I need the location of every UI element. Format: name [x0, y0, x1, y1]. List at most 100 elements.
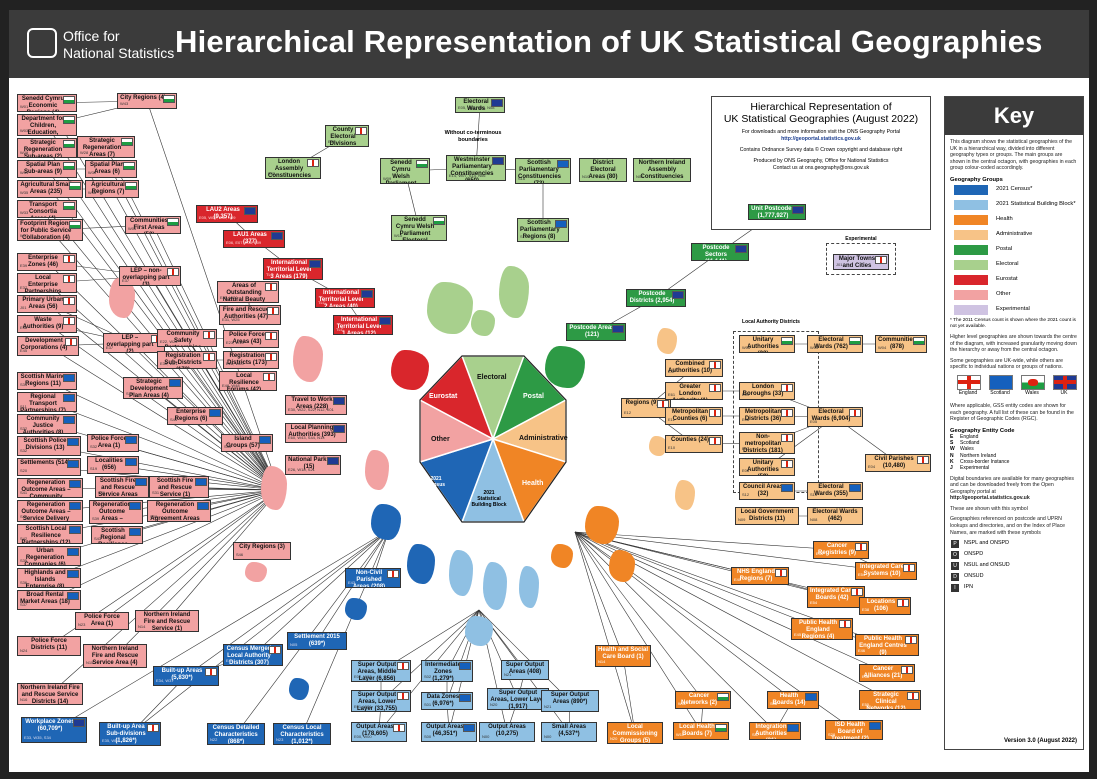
geo-box-cmlad: Census Merged Local Authority Districts … [223, 644, 283, 666]
geo-box-label: Unitary Authorities (22) [747, 337, 779, 352]
geo-box-label: Strategic Development Plan Areas (4) [129, 379, 169, 399]
geo-box-label: Areas of Outstanding Natural Beauty (38) [222, 283, 266, 303]
geo-box-ca-reg: Regions (9) E12 [621, 398, 671, 418]
geo-box-code: S32 [90, 444, 98, 449]
england-flag-icon [781, 384, 793, 392]
england-flag-icon [269, 646, 281, 654]
geo-box-code: W33 [20, 210, 29, 215]
geo-box-label: Small Areas (4,537*) [551, 724, 587, 737]
key-group-label: Eurostat [996, 275, 1018, 282]
key-group-item: Eurostat [954, 273, 1083, 288]
england-flag-icon [267, 307, 279, 315]
geo-box-pcs: Postcode Sectors (11,141) [691, 243, 749, 261]
geo-box-code: TLC [266, 272, 274, 277]
england-flag-icon [203, 353, 215, 361]
logo-line2: National Statistics [63, 45, 175, 61]
key-codes-heading: Geography Entity Code [950, 427, 1015, 434]
scotland-flag-icon [63, 394, 75, 402]
wales-flag-icon [849, 337, 861, 345]
geo-box-code: E37 [122, 278, 130, 283]
geo-box-gla: Greater London Authority (1)E61 [665, 382, 723, 400]
geo-box-label: Local Enterprise Partnerships (38) [24, 275, 62, 293]
geo-box-ced: County Electoral Divisions (1,575)E58 [325, 125, 369, 147]
geo-box-label: Primary Urban Areas (56) [22, 297, 64, 310]
geo-box-label: London Boroughs (33) [742, 384, 784, 397]
geo-box-oa1: Output Areas (178,605) E00, W00 [351, 722, 407, 742]
health-map-1-icon [585, 506, 619, 544]
geo-box-code: E23, W15 [226, 340, 244, 345]
geo-box-ttwa: Travel to Work Areas (228) E30, W22, S22,… [285, 395, 347, 415]
key-group-label: Electoral [996, 260, 1019, 267]
lookup-label: NSUL and ONSUD [964, 562, 1010, 569]
geo-box-label: Fire and Rescue Authorities (47) [222, 307, 270, 320]
england-flag-icon [387, 570, 399, 578]
key-code-item: W Wales [950, 446, 974, 453]
key-code-item: N Northern Ireland [950, 452, 997, 459]
england-flag-icon [957, 374, 981, 390]
geo-box-settle15: Settlement 2015 (639*) N05 [287, 632, 347, 650]
block-map-1-icon [449, 550, 473, 596]
geo-box-label: City Regions (4) [120, 95, 166, 101]
info-copyright: Contains Ordnance Survey data © Crown co… [739, 147, 903, 153]
geo-box-label: Postcode Sectors (11,141) [702, 245, 730, 260]
other-wales-map-icon [293, 336, 323, 382]
scotland-flag-icon [63, 374, 75, 382]
scotland-flag-icon [69, 526, 81, 534]
geo-box-label: Super Output Areas, Lower Layer (33,755) [356, 692, 398, 712]
key-group-label: 2021 Census* [996, 185, 1033, 192]
geo-box-code: E32 [268, 171, 276, 176]
info-produced: Produced by ONS Geography, Office for Na… [753, 158, 889, 164]
key-group-item: Postal [954, 243, 1083, 258]
key-flags: England Scotland Wales UK [953, 374, 1083, 399]
geo-box-dz: Data Zones (6,976*) S01 [421, 692, 473, 710]
key-group-swatch [954, 259, 988, 270]
key-group-label: Health [996, 215, 1013, 222]
geo-box-scn: Strategic Clinical Networks (12) E55 [859, 690, 921, 710]
geo-box-code: S44 [170, 417, 178, 422]
uk-flag-icon [792, 206, 804, 214]
geo-box-code: W04 [878, 345, 887, 350]
geo-box-label: Civil Parishes (10,480) [874, 456, 914, 469]
key-portal-link[interactable]: http://geoportal.statistics.gov.uk [950, 495, 1030, 502]
geo-box-code: S11 [20, 404, 27, 409]
key-groups-list: 2021 Census* 2021 Statistical Building Bl… [945, 183, 1083, 318]
geo-box-counties: Counties (24) E10 [665, 435, 723, 453]
geo-box-icb: Integrated Care Boards (42) E54 [807, 586, 865, 608]
geo-box-label: Senedd Cymru Welsh Parliament Electoral … [395, 217, 435, 241]
scotland-flag-icon [67, 460, 79, 468]
key-group-swatch [954, 289, 988, 300]
geo-box-code: E55 [862, 702, 870, 707]
england-flag-icon [63, 275, 75, 283]
info-contact: Contact us at ons.geography@ons.gov.uk [772, 165, 870, 171]
geo-box-code: E54 [810, 600, 818, 605]
geo-box-label: Output Areas (10,275) [488, 724, 526, 737]
info-portal-link[interactable]: http://geoportal.statistics.gov.uk [781, 136, 861, 142]
geo-box-code: E37 [20, 285, 28, 290]
geo-box-iz: Intermediate Zones (1,279*) S02 [421, 660, 473, 682]
geo-box-code: E45 [794, 632, 802, 637]
geo-box-label: Locations (106) [866, 599, 896, 612]
geo-box-label: Westminster Parliamentary Constituencies… [450, 157, 494, 181]
lookup-symbol-icon: O [951, 551, 959, 560]
england-flag-icon [917, 456, 929, 464]
geo-box-label: County Electoral Divisions (1,575) [329, 127, 357, 147]
england-flag-icon [393, 724, 405, 732]
geo-box-code: N00 [482, 734, 490, 739]
octagon-label-other: Other [431, 436, 450, 443]
geo-box-label: Super Output Areas (890*) [550, 692, 590, 705]
geo-box-code: N22 [210, 737, 218, 742]
geo-box-aonb: Areas of Outstanding Natural Beauty (38)… [217, 281, 279, 303]
geo-box-brma: Broad Rental Market Areas (18) S37 [17, 590, 81, 610]
geo-box-label: Electoral Wards (762) [814, 337, 848, 350]
geo-box-cn: Cancer Networks (2) W11 [675, 691, 731, 709]
geo-box-code: S32 [20, 426, 28, 431]
wales-flag-icon [123, 162, 135, 170]
geo-box-pcd: Postcode Districts (2,954) [626, 289, 686, 307]
electoral-wales-map-icon [471, 310, 495, 336]
geo-box-lb: London Boroughs (33) E09 [739, 382, 795, 400]
geo-box-code: N15 [86, 660, 94, 665]
geo-box-sfrs: Scottish Fire and Rescue Service (1) S31 [149, 476, 209, 498]
geo-box-sc-econ: Senedd Cymru Economic Regions (4)W01 [17, 94, 77, 112]
geo-box-label: Broad Rental Market Areas (18) [20, 592, 70, 605]
geo-box-label: Electoral Wards (355) [814, 484, 848, 497]
